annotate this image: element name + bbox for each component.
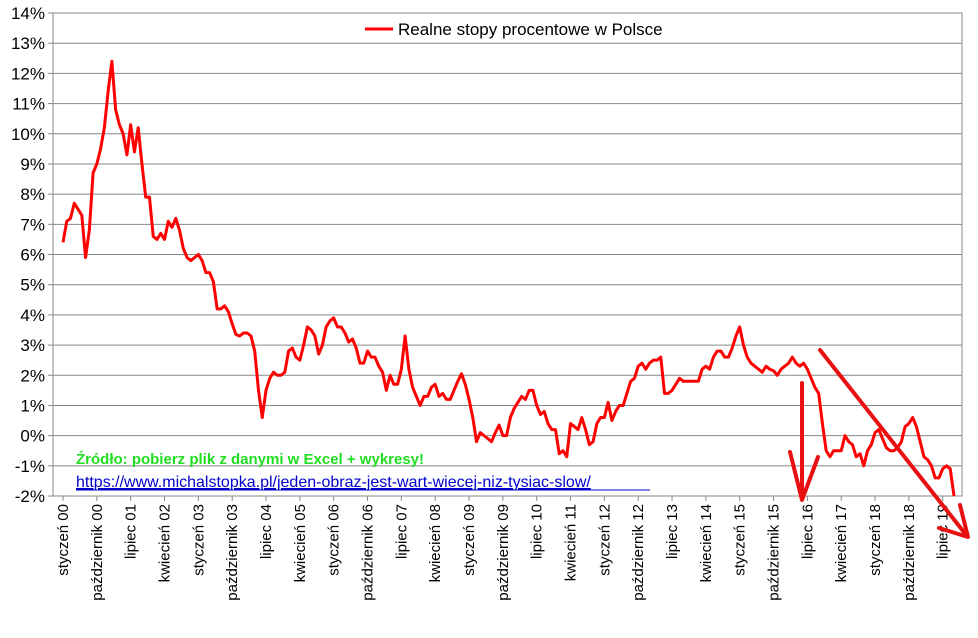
x-tick-label: kwiecień 02: [157, 504, 174, 582]
x-tick-label: styczeń 09: [461, 504, 478, 576]
x-tick-label: lipiec 16: [799, 504, 816, 559]
x-tick-label: październik 15: [766, 504, 783, 601]
y-tick-label: 10%: [11, 125, 45, 144]
x-tick-label: kwiecień 11: [563, 504, 580, 581]
source-link[interactable]: https://www.michalstopka.pl/jeden-obraz-…: [76, 474, 591, 491]
y-tick-label: 2%: [20, 366, 45, 385]
x-tick-label: lipiec 07: [393, 504, 410, 559]
y-tick-label: -2%: [15, 487, 45, 506]
x-tick-label: październik 12: [630, 504, 647, 601]
arrow-diagonal-icon: [818, 348, 970, 539]
y-tick-label: -1%: [15, 457, 45, 476]
x-tick-label: lipiec 04: [258, 504, 275, 559]
x-tick-label: październik 00: [89, 504, 106, 601]
y-tick-label: 9%: [20, 155, 45, 174]
arrow-down-icon: [788, 381, 820, 502]
plot-area: [52, 12, 963, 497]
series-layer: [61, 59, 956, 497]
x-tick-label: październik 18: [901, 504, 918, 601]
y-tick-label: 4%: [20, 306, 45, 325]
x-tick-label: lipiec 19: [935, 504, 952, 559]
gridlines: [53, 12, 962, 497]
y-tick-label: 14%: [11, 4, 45, 23]
x-tick-label: październik 03: [224, 504, 241, 601]
x-tick-label: styczeń 18: [867, 504, 884, 576]
legend-label: Realne stopy procentowe w Polsce: [398, 20, 663, 39]
x-tick-label: lipiec 13: [664, 504, 681, 559]
y-tick-label: 3%: [20, 336, 45, 355]
source-note: Źródło: pobierz plik z danymi w Excel + …: [76, 451, 424, 468]
x-tick-label: kwiecień 08: [427, 504, 444, 582]
x-tick-label: styczeń 03: [190, 504, 207, 576]
x-tick-label: kwiecień 05: [292, 504, 309, 582]
y-axis: -2% -1% 0% 1% 2% 3% 4% 5% 6% 7% 8% 9% 10% 11% 12% 13% 14…: [11, 4, 53, 506]
x-tick-label: lipiec 10: [529, 504, 546, 559]
x-tick-label: styczeń 00: [55, 504, 72, 576]
y-tick-label: 13%: [11, 34, 45, 53]
y-tick-label: 0%: [20, 427, 45, 446]
series-line-realne-stopy: [61, 59, 956, 497]
x-axis: styczeń 00 październik 00 lipiec 01 kwiecie…: [55, 496, 952, 601]
y-tick-label: 8%: [20, 185, 45, 204]
y-tick-label: 1%: [20, 396, 45, 415]
source-annotation: Źródło: pobierz plik z danymi w Excel + …: [76, 451, 650, 491]
y-tick-label: 7%: [20, 215, 45, 234]
x-tick-label: październik 09: [495, 504, 512, 601]
x-tick-label: styczeń 06: [326, 504, 343, 576]
y-tick-label: 6%: [20, 246, 45, 265]
x-tick-label: lipiec 01: [123, 504, 140, 559]
y-tick-label: 11%: [12, 95, 45, 114]
x-tick-label: październik 06: [360, 504, 377, 601]
x-tick-label: styczeń 15: [732, 504, 749, 576]
x-tick-label: kwiecień 14: [698, 504, 715, 582]
legend: Realne stopy procentowe w Polsce: [365, 20, 663, 39]
x-tick-label: styczeń 12: [596, 504, 613, 576]
y-tick-label: 5%: [20, 276, 45, 295]
x-tick-label: kwiecień 17: [833, 504, 850, 582]
y-tick-label: 12%: [11, 64, 45, 83]
